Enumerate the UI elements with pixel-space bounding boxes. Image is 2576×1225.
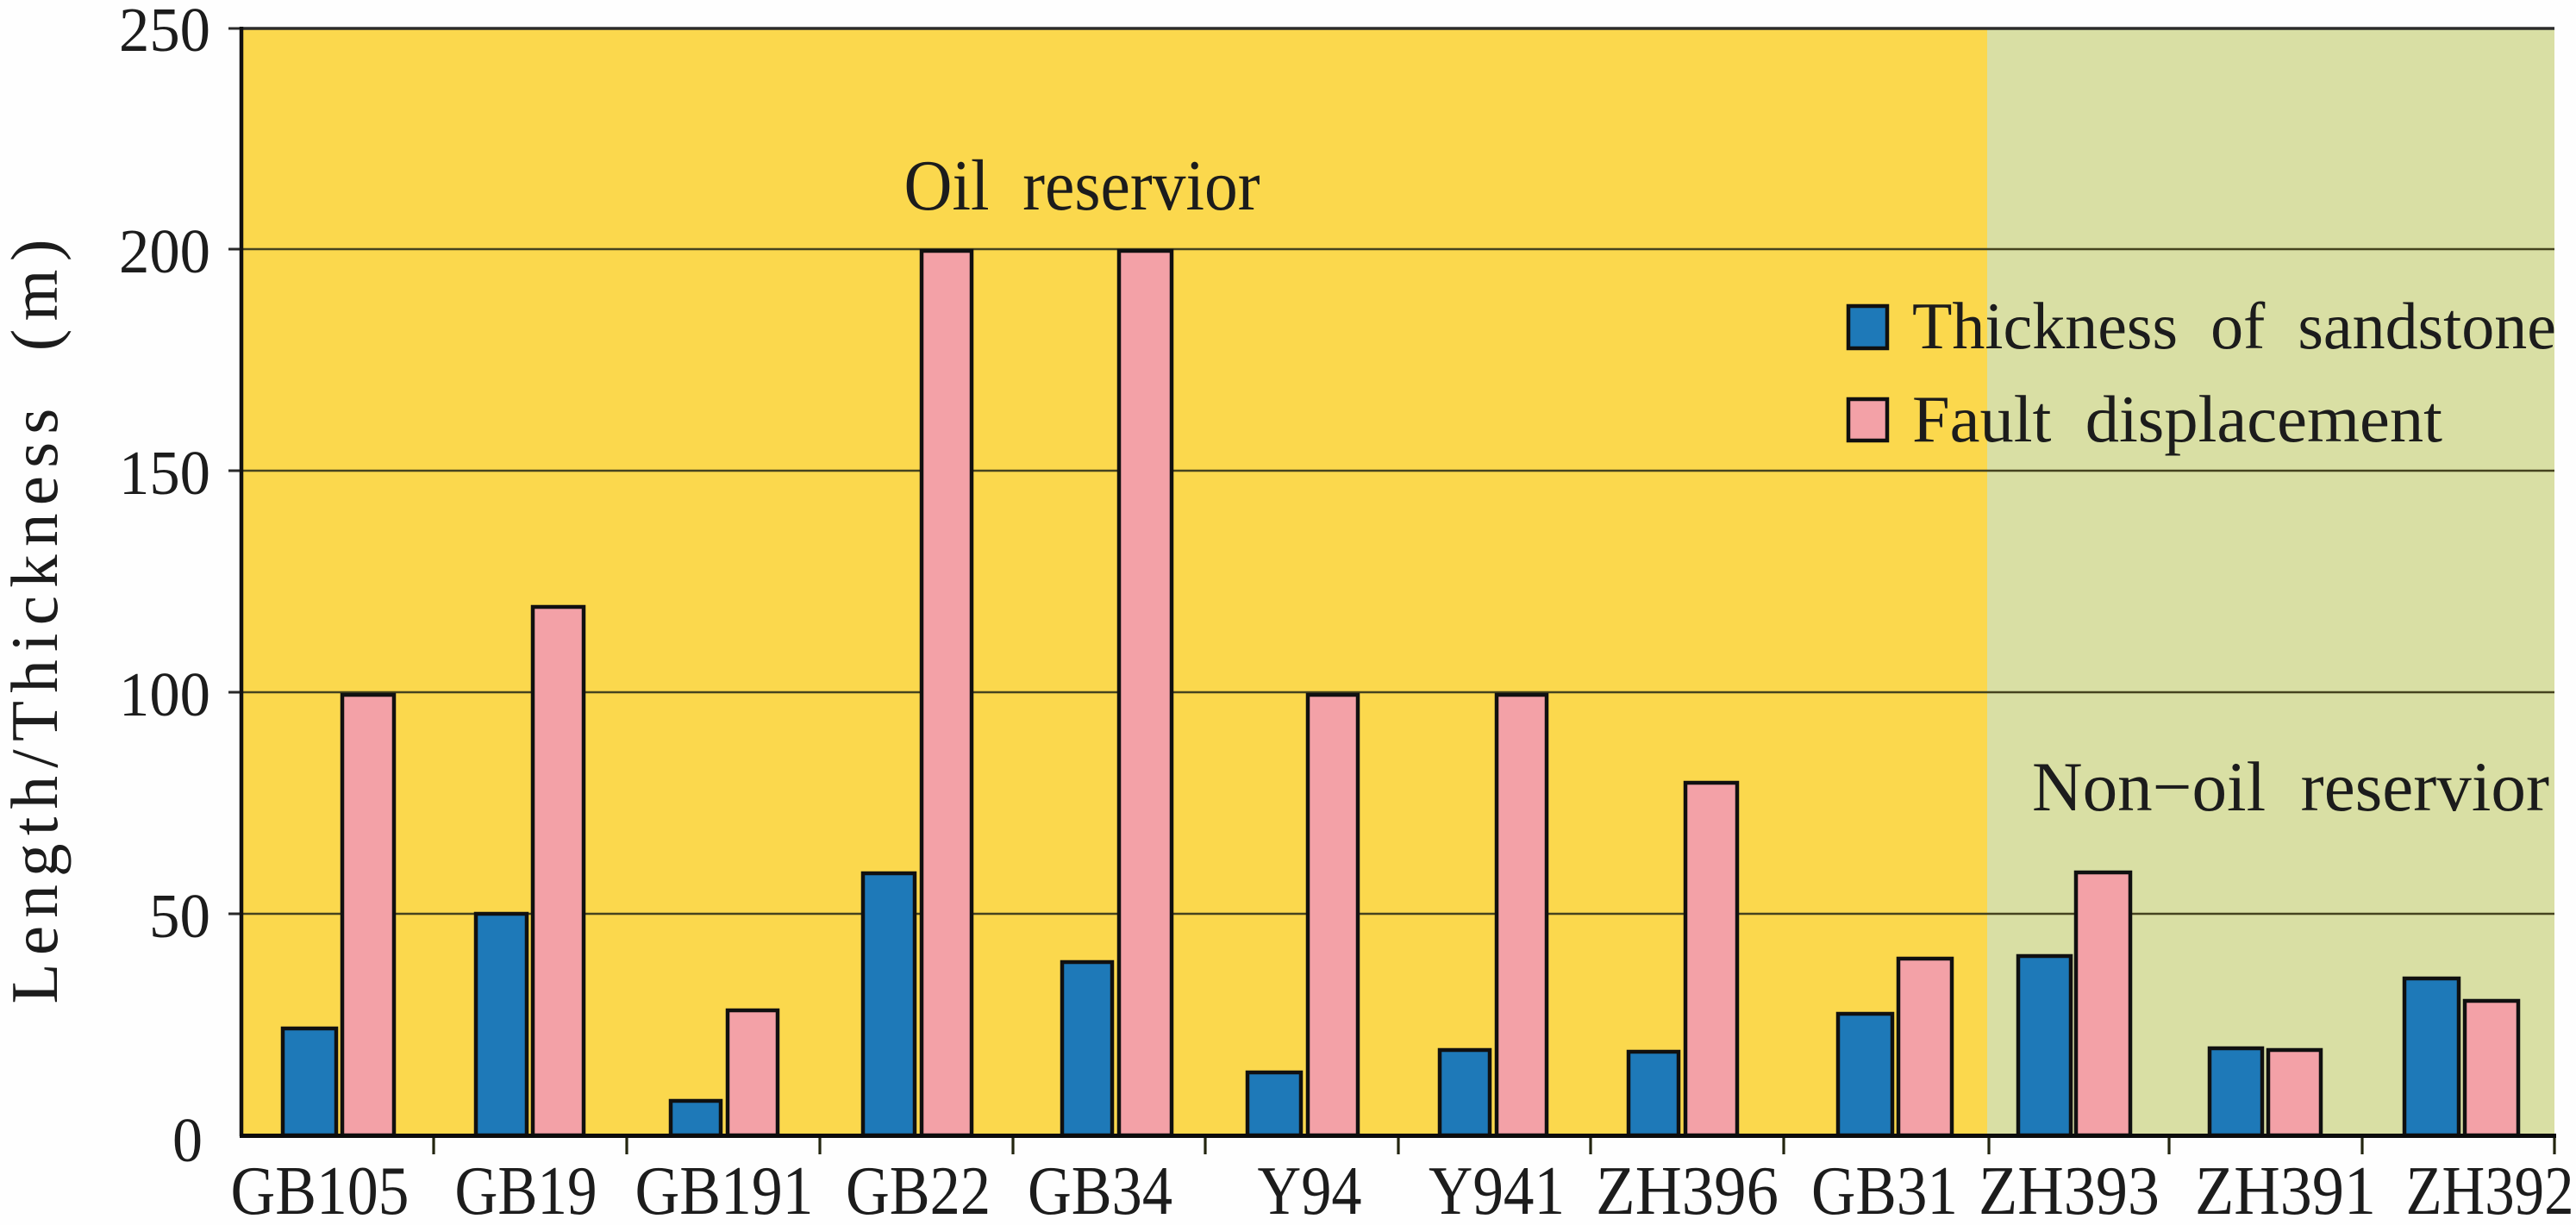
svg-text:Oil reservior: Oil reservior xyxy=(904,146,1260,226)
svg-text:150: 150 xyxy=(119,438,210,508)
svg-text:50: 50 xyxy=(149,881,210,951)
svg-text:ZH393: ZH393 xyxy=(1979,1153,2160,1225)
svg-text:GB105: GB105 xyxy=(231,1153,410,1225)
svg-text:ZH392: ZH392 xyxy=(2406,1153,2574,1225)
svg-text:GB34: GB34 xyxy=(1028,1153,1172,1225)
svg-text:100: 100 xyxy=(119,659,210,729)
svg-text:Y941: Y941 xyxy=(1429,1153,1565,1225)
svg-text:GB191: GB191 xyxy=(635,1153,814,1225)
svg-text:200: 200 xyxy=(119,216,210,286)
svg-text:GB19: GB19 xyxy=(455,1153,597,1225)
svg-text:ZH391: ZH391 xyxy=(2195,1153,2376,1225)
svg-text:Y94: Y94 xyxy=(1258,1153,1362,1225)
svg-text:Non−oil reservior: Non−oil reservior xyxy=(2032,747,2549,826)
svg-text:GB31: GB31 xyxy=(1811,1153,1958,1225)
svg-text:Fault displacement: Fault displacement xyxy=(1912,382,2442,456)
svg-text:ZH396: ZH396 xyxy=(1596,1153,1779,1225)
svg-text:0: 0 xyxy=(172,1105,203,1175)
svg-text:Length/Thickness (m): Length/Thickness (m) xyxy=(0,240,72,1004)
svg-text:Thickness of sandstone: Thickness of sandstone xyxy=(1912,289,2556,363)
svg-text:GB22: GB22 xyxy=(846,1153,991,1225)
svg-text:250: 250 xyxy=(119,0,210,65)
